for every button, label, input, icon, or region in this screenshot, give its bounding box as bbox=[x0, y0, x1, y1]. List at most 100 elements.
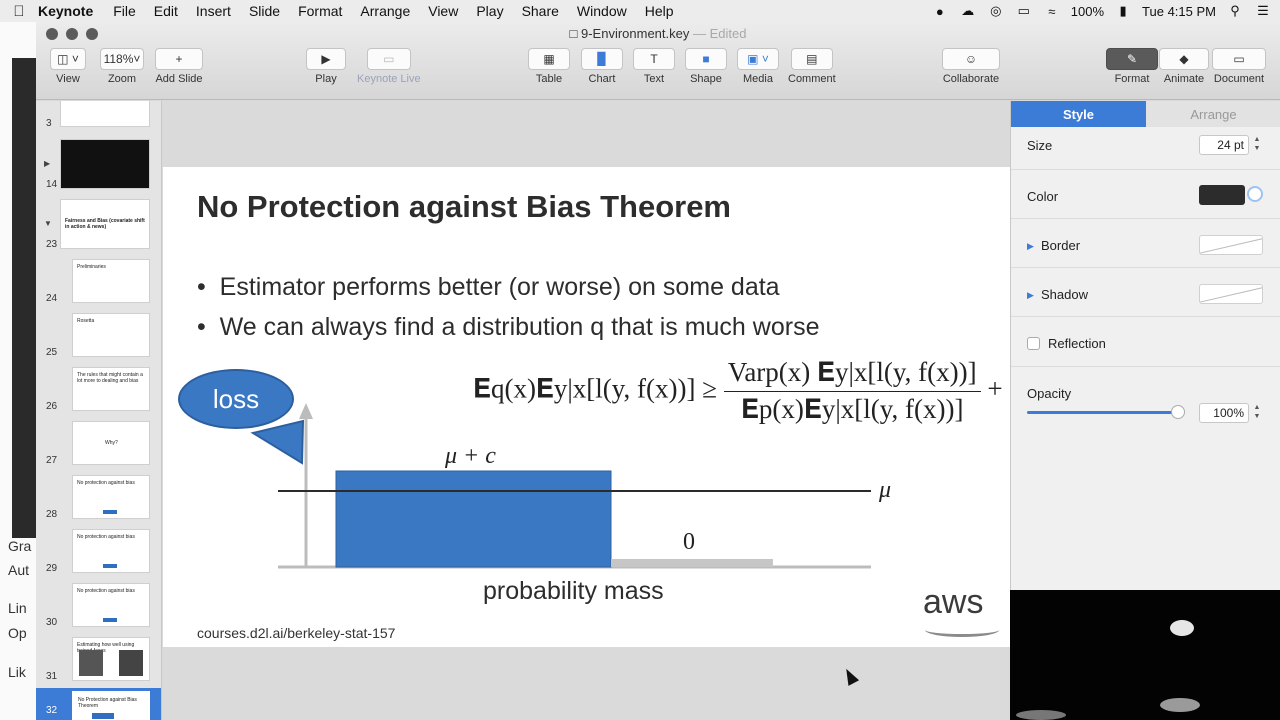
slide-thumbnail[interactable]: No protection against bias bbox=[72, 529, 150, 573]
text-button[interactable]: T bbox=[633, 48, 675, 70]
airplay-icon[interactable]: ▭ bbox=[1017, 3, 1030, 18]
border-style-well[interactable] bbox=[1199, 235, 1263, 255]
slide-thumbnail[interactable] bbox=[60, 139, 150, 189]
edited-status: — Edited bbox=[693, 26, 747, 41]
battery-icon[interactable]: ▮ bbox=[1119, 3, 1127, 18]
size-stepper[interactable]: ▲ ▼ bbox=[1253, 136, 1261, 152]
slide-thumbnail[interactable]: Preliminaries bbox=[72, 259, 150, 303]
slide-thumbnail[interactable]: No protection against bias bbox=[72, 583, 150, 627]
comment-button[interactable]: ▤ bbox=[790, 48, 833, 70]
disclosure-triangle-icon[interactable]: ▶ bbox=[1027, 290, 1034, 300]
menu-play[interactable]: Play bbox=[476, 3, 504, 19]
format-tool: ✎ Format bbox=[1106, 48, 1158, 85]
keynote-live-button[interactable]: ▭ bbox=[366, 48, 411, 70]
notification-center-icon[interactable]: ☰ bbox=[1257, 3, 1269, 18]
search-icon[interactable]: ⚲ bbox=[1230, 3, 1240, 18]
slide-thumbnail[interactable] bbox=[60, 101, 150, 127]
size-field[interactable]: 24 pt bbox=[1199, 135, 1249, 155]
minimize-window-button[interactable] bbox=[66, 28, 78, 40]
zero-loss-bar[interactable] bbox=[611, 559, 773, 567]
wifi-icon[interactable]: ≈ bbox=[1048, 3, 1056, 19]
slide-thumbnail[interactable]: Why? bbox=[72, 421, 150, 465]
window-controls bbox=[46, 28, 98, 40]
add-slide-button[interactable]: + bbox=[155, 48, 203, 70]
shadow-label[interactable]: Shadow bbox=[1041, 287, 1088, 302]
menu-slide[interactable]: Slide bbox=[248, 3, 281, 19]
slide-thumbnail-selected[interactable]: No Protection against Bias Theorem bbox=[72, 691, 150, 720]
opacity-stepper[interactable]: ▲ ▼ bbox=[1253, 404, 1261, 420]
close-window-button[interactable] bbox=[46, 28, 58, 40]
shadow-style-well[interactable] bbox=[1199, 284, 1263, 304]
collaborate-button[interactable]: ☺ bbox=[942, 48, 1000, 70]
document-button[interactable]: ▭ bbox=[1212, 48, 1266, 70]
tab-style[interactable]: Style bbox=[1011, 101, 1146, 127]
bias-formula[interactable]: 𝐄q(x)𝐄y|x[l(y, f(x))] ≥ Varp(x) 𝐄y|x[l(y… bbox=[473, 357, 1010, 426]
color-label: Color bbox=[1027, 189, 1059, 204]
menu-file[interactable]: File bbox=[113, 3, 136, 19]
reflection-checkbox[interactable] bbox=[1027, 337, 1040, 350]
play-button[interactable]: ▶ bbox=[306, 48, 346, 70]
menu-view[interactable]: View bbox=[428, 3, 459, 19]
disclosure-triangle-icon[interactable]: ▶ bbox=[1027, 241, 1034, 251]
slide-thumbnail[interactable]: Fairness and Bias (covariate shift in ac… bbox=[60, 199, 150, 249]
opacity-slider[interactable] bbox=[1027, 411, 1181, 414]
thumbnail-photo bbox=[79, 650, 103, 676]
opacity-slider-knob[interactable] bbox=[1171, 405, 1185, 419]
disclosure-triangle-icon[interactable]: ▼ bbox=[44, 219, 52, 228]
slide-thumbnail[interactable]: No protection against bias bbox=[72, 475, 150, 519]
menu-format[interactable]: Format bbox=[298, 3, 343, 19]
opacity-field[interactable]: 100% bbox=[1199, 403, 1249, 423]
animate-caption: Animate bbox=[1163, 73, 1205, 85]
zoom-window-button[interactable] bbox=[86, 28, 98, 40]
inspector-tabs: Style Arrange bbox=[1011, 101, 1280, 127]
chart-icon: ▉ bbox=[597, 52, 607, 66]
menu-bar:  Keynote File Edit Insert Slide Format … bbox=[0, 0, 1280, 22]
format-button[interactable]: ✎ bbox=[1106, 48, 1158, 70]
globe-icon[interactable]: ◎ bbox=[990, 3, 1002, 18]
opacity-label: Opacity bbox=[1027, 386, 1072, 401]
zoom-select[interactable]: 118% ˅ bbox=[100, 48, 144, 70]
slide-number: 14 bbox=[46, 179, 58, 190]
border-label[interactable]: Border bbox=[1041, 238, 1081, 253]
shape-button[interactable]: ■ bbox=[685, 48, 727, 70]
chart-caption: Chart bbox=[588, 73, 616, 85]
color-swatch[interactable] bbox=[1199, 185, 1245, 205]
table-button[interactable]: ▦ bbox=[528, 48, 570, 70]
menu-share[interactable]: Share bbox=[521, 3, 559, 19]
disclosure-triangle-icon[interactable]: ▶ bbox=[44, 159, 51, 168]
divider bbox=[1011, 316, 1280, 317]
chart-button[interactable]: ▉ bbox=[581, 48, 623, 70]
document-name[interactable]: 9-Environment.key bbox=[580, 26, 690, 41]
slide-thumbnail[interactable]: The rules that might contain a lot more … bbox=[72, 367, 150, 411]
apple-icon[interactable]:  bbox=[0, 3, 38, 20]
slide-thumbnail[interactable]: Rosetta bbox=[72, 313, 150, 357]
slide-number: 3 bbox=[46, 118, 52, 129]
background-window: Gra Aut Lin Op Lik bbox=[0, 22, 40, 720]
tab-arrange[interactable]: Arrange bbox=[1146, 101, 1280, 127]
clock[interactable]: Tue 4:15 PM bbox=[1142, 3, 1216, 19]
menu-edit[interactable]: Edit bbox=[153, 3, 178, 19]
slide[interactable]: No Protection against Bias Theorem • Est… bbox=[163, 167, 1010, 647]
menu-app-name[interactable]: Keynote bbox=[38, 3, 94, 19]
media-icon: ▣ ˅ bbox=[747, 52, 769, 66]
menu-arrange[interactable]: Arrange bbox=[360, 3, 411, 19]
loss-callout[interactable]: loss bbox=[178, 369, 294, 429]
view-button[interactable]: ◫ ˅ bbox=[50, 48, 86, 70]
color-wheel-icon[interactable] bbox=[1247, 186, 1263, 202]
bullet-list[interactable]: • Estimator performs better (or worse) o… bbox=[197, 267, 819, 347]
cloud-upload-icon[interactable]: ☁ bbox=[961, 3, 975, 18]
creative-cloud-icon[interactable]: ● bbox=[935, 3, 944, 19]
animate-button[interactable]: ◆ bbox=[1159, 48, 1209, 70]
keynote-live-icon: ▭ bbox=[383, 52, 395, 66]
menu-help[interactable]: Help bbox=[644, 3, 674, 19]
media-button[interactable]: ▣ ˅ bbox=[737, 48, 779, 70]
slide-canvas[interactable]: No Protection against Bias Theorem • Est… bbox=[163, 101, 1010, 720]
slide-title[interactable]: No Protection against Bias Theorem bbox=[197, 189, 731, 224]
chevron-down-icon: ˅ bbox=[133, 52, 141, 66]
camera-highlight bbox=[1160, 698, 1200, 712]
high-loss-bar[interactable] bbox=[335, 470, 612, 568]
menu-insert[interactable]: Insert bbox=[195, 3, 231, 19]
menu-window[interactable]: Window bbox=[576, 3, 627, 19]
slide-thumbnail[interactable]: Estimating how well using trained faces bbox=[72, 637, 150, 681]
